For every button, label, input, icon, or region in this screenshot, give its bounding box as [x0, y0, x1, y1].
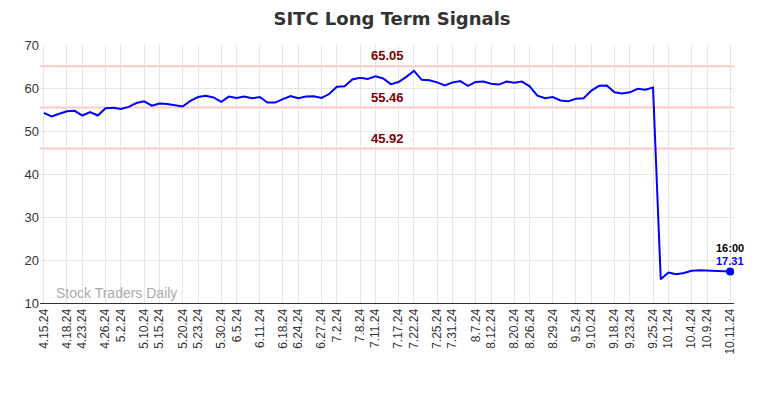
svg-text:16:00: 16:00	[716, 242, 744, 254]
svg-text:9.25.24: 9.25.24	[646, 308, 660, 348]
svg-text:4.18.24: 4.18.24	[60, 308, 74, 348]
svg-text:8.12.24: 8.12.24	[484, 308, 498, 348]
svg-text:5.2.24: 5.2.24	[114, 308, 128, 342]
svg-text:55.46: 55.46	[371, 90, 404, 105]
svg-text:8.20.24: 8.20.24	[507, 308, 521, 348]
svg-text:4.26.24: 4.26.24	[98, 308, 112, 348]
svg-text:5.23.24: 5.23.24	[191, 308, 205, 348]
svg-text:9.18.24: 9.18.24	[607, 308, 621, 348]
svg-text:10.9.24: 10.9.24	[700, 308, 714, 348]
svg-text:4.15.24: 4.15.24	[37, 308, 51, 348]
svg-text:6.24.24: 6.24.24	[291, 308, 305, 348]
svg-text:65.05: 65.05	[371, 48, 404, 63]
svg-text:8.7.24: 8.7.24	[469, 308, 483, 342]
svg-text:6.18.24: 6.18.24	[276, 308, 290, 348]
svg-text:7.31.24: 7.31.24	[445, 308, 459, 348]
svg-text:6.5.24: 6.5.24	[230, 308, 244, 342]
svg-text:5.10.24: 5.10.24	[137, 308, 151, 348]
svg-text:70: 70	[25, 38, 39, 53]
svg-text:6.11.24: 6.11.24	[253, 308, 267, 347]
svg-text:60: 60	[25, 81, 39, 96]
svg-text:5.15.24: 5.15.24	[152, 308, 166, 348]
svg-text:10.1.24: 10.1.24	[661, 308, 675, 348]
svg-text:8.26.24: 8.26.24	[523, 308, 537, 348]
svg-text:Stock Traders Daily: Stock Traders Daily	[56, 285, 177, 301]
svg-text:6.27.24: 6.27.24	[314, 308, 328, 348]
svg-text:10.4.24: 10.4.24	[684, 308, 698, 348]
svg-text:4.23.24: 4.23.24	[75, 308, 89, 348]
svg-text:20: 20	[25, 253, 39, 268]
svg-text:10: 10	[25, 296, 39, 311]
svg-text:9.5.24: 9.5.24	[569, 308, 583, 342]
svg-text:45.92: 45.92	[371, 131, 404, 146]
svg-text:5.30.24: 5.30.24	[214, 308, 228, 348]
svg-text:10.11.24: 10.11.24	[723, 308, 737, 354]
svg-text:8.29.24: 8.29.24	[546, 308, 560, 348]
svg-text:17.31: 17.31	[716, 255, 744, 267]
svg-text:7.11.24: 7.11.24	[368, 308, 382, 347]
svg-text:7.17.24: 7.17.24	[391, 308, 405, 348]
svg-text:40: 40	[25, 167, 39, 182]
svg-text:9.10.24: 9.10.24	[584, 308, 598, 348]
svg-text:7.25.24: 7.25.24	[430, 308, 444, 348]
svg-text:SITC Long Term Signals: SITC Long Term Signals	[273, 8, 510, 29]
svg-text:7.22.24: 7.22.24	[407, 308, 421, 348]
svg-text:7.8.24: 7.8.24	[353, 308, 367, 342]
svg-text:9.23.24: 9.23.24	[623, 308, 637, 348]
svg-text:7.2.24: 7.2.24	[330, 308, 344, 342]
svg-text:50: 50	[25, 124, 39, 139]
svg-text:5.20.24: 5.20.24	[176, 308, 190, 348]
svg-text:30: 30	[25, 210, 39, 225]
